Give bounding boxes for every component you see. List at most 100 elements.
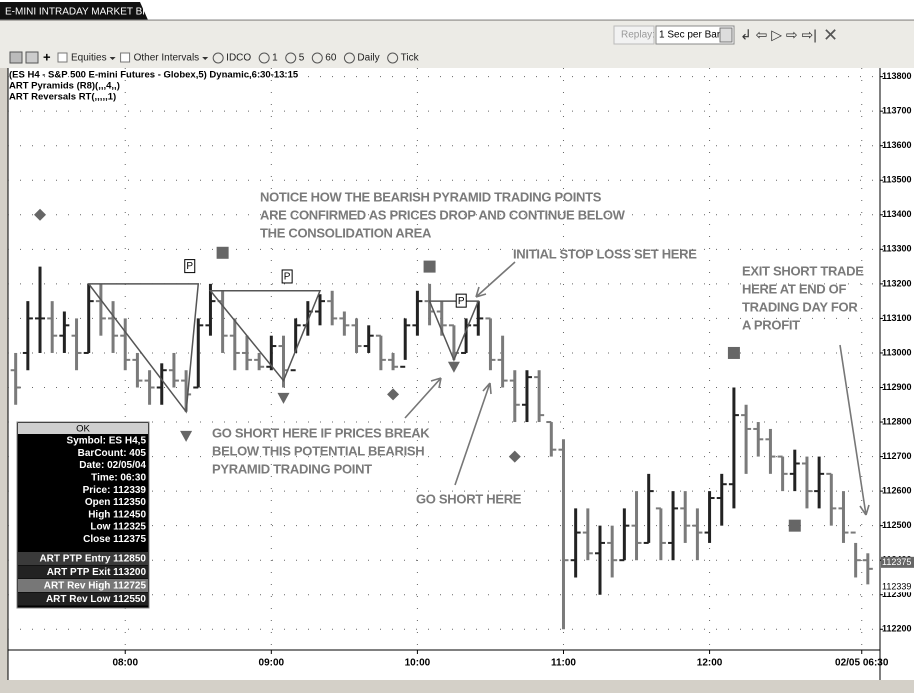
annotation: TRADING DAY FOR bbox=[742, 299, 858, 314]
pyramid-label: P bbox=[186, 261, 193, 272]
toolbar-circle[interactable] bbox=[387, 52, 399, 64]
toolbar bbox=[0, 47, 914, 68]
square-marker bbox=[216, 246, 229, 259]
toolbar-item[interactable]: Equities bbox=[71, 53, 107, 64]
y-tick-label: 112800 bbox=[882, 416, 912, 426]
toolbar-item[interactable]: IDCO bbox=[226, 53, 251, 64]
last-price-label: 112375 bbox=[882, 557, 911, 567]
x-tick-label: 12:00 bbox=[697, 658, 723, 669]
x-tick-label: 10:00 bbox=[405, 658, 431, 669]
x-tick-label: 08:00 bbox=[112, 658, 138, 669]
annotation: A PROFIT bbox=[742, 317, 800, 332]
toolbar-circle[interactable] bbox=[343, 52, 355, 64]
toolbar-item[interactable]: 5 bbox=[299, 53, 305, 64]
tab[interactable] bbox=[0, 2, 148, 20]
panel-title-bg bbox=[18, 423, 148, 434]
toolbar-box[interactable] bbox=[120, 52, 131, 63]
y-tick-label: 112200 bbox=[882, 624, 912, 634]
dropdown-arrow[interactable] bbox=[109, 57, 116, 60]
panel-row: Time: 06:30 bbox=[91, 473, 146, 484]
diamond-marker bbox=[508, 450, 521, 463]
annotation: PYRAMID TRADING POINT bbox=[212, 461, 372, 476]
pyramid-label-box bbox=[281, 269, 293, 284]
toolbar-circle[interactable] bbox=[285, 52, 297, 64]
last-price-label: 112339 bbox=[882, 582, 911, 592]
toolbar-item[interactable]: 1 bbox=[272, 53, 278, 64]
last-price-box bbox=[881, 581, 914, 593]
indicator-row: ART PTP Entry 112850 bbox=[39, 554, 146, 565]
arrow bbox=[475, 261, 516, 298]
panel-row: Open 112350 bbox=[85, 497, 147, 508]
replay-button[interactable] bbox=[613, 25, 655, 45]
panel-title: OK bbox=[76, 424, 90, 435]
chart-header: (ES H4 - S&P 500 E-mini Futures - Globex… bbox=[9, 70, 299, 81]
toolbar-icon[interactable] bbox=[9, 51, 23, 64]
chart-header: ART Pyramids (R8)(,,,4,,) bbox=[9, 81, 120, 92]
indicator-row-bg bbox=[18, 592, 148, 606]
annotation: INITIAL STOP LOSS SET HERE bbox=[513, 246, 697, 261]
panel-row: BarCount: 405 bbox=[78, 448, 147, 459]
chart: 113800 113700 113600 113500 113400 113300 1132… bbox=[8, 68, 914, 669]
triangle-marker bbox=[180, 430, 193, 442]
indicator-row: ART Rev Low 112550 bbox=[46, 594, 146, 605]
y-tick-label: 113700 bbox=[882, 106, 912, 116]
indicator-row-bg bbox=[18, 552, 148, 565]
y-tick-label: 113200 bbox=[882, 278, 912, 288]
toolbar-circle[interactable] bbox=[212, 52, 224, 64]
toolbar-item[interactable]: Daily bbox=[357, 53, 379, 64]
replay-bar bbox=[0, 21, 914, 47]
pyramid-label: P bbox=[284, 272, 291, 283]
panel-row: Low 112325 bbox=[90, 522, 146, 533]
indicator-row: ART PTP Exit 113200 bbox=[47, 567, 147, 578]
replay-controls[interactable]: ↲ ⇦ ▷ ⇨ ⇨| bbox=[740, 27, 817, 43]
y-tick-label: 112700 bbox=[882, 451, 912, 461]
x-tick-label: 11:00 bbox=[551, 658, 576, 669]
y-tick-label: 112600 bbox=[882, 485, 912, 495]
status-bar bbox=[0, 680, 914, 693]
panel-row: Symbol: ES H4,5 bbox=[67, 436, 147, 447]
y-tick-label: 113300 bbox=[882, 244, 912, 254]
toolbar-item[interactable]: Other Intervals bbox=[134, 53, 200, 64]
select-arrow[interactable] bbox=[719, 27, 733, 43]
dropdown-arrow[interactable] bbox=[202, 57, 209, 60]
close-button[interactable]: ✕ bbox=[823, 25, 838, 45]
y-tick-label: 113600 bbox=[882, 140, 912, 150]
toolbar-item[interactable]: Tick bbox=[401, 53, 420, 64]
speed-select[interactable] bbox=[655, 25, 735, 45]
pyramid-label-box bbox=[184, 259, 196, 274]
toolbar-circle[interactable] bbox=[258, 52, 270, 64]
chart-header: ART Reversals RT(,,,,,1) bbox=[9, 92, 116, 103]
x-tick-label: 02/05 06:30 bbox=[835, 658, 889, 669]
arrow bbox=[839, 344, 870, 516]
replay-label: Replay: bbox=[621, 30, 655, 41]
y-tick-label: 113400 bbox=[882, 209, 912, 219]
y-tick-label: 113100 bbox=[882, 313, 912, 323]
toolbar-item[interactable]: 60 bbox=[325, 53, 337, 64]
toolbar-icon[interactable]: + bbox=[43, 49, 51, 64]
diamond-marker bbox=[34, 208, 47, 221]
pyramid bbox=[428, 300, 480, 362]
annotation: HERE AT END OF bbox=[742, 281, 846, 296]
arrow bbox=[454, 382, 492, 486]
y-tick-label: 112500 bbox=[882, 520, 912, 530]
tab-label: E-MINI INTRADAY MARKET BREAK bbox=[5, 7, 170, 18]
annotation: GO SHORT HERE IF PRICES BREAK bbox=[212, 425, 430, 440]
pyramid bbox=[208, 290, 322, 383]
square-marker bbox=[727, 346, 740, 359]
y-tick-label: 112300 bbox=[882, 589, 912, 599]
annotation: GO SHORT HERE bbox=[416, 491, 522, 506]
price-axis-bg bbox=[880, 68, 914, 680]
square-marker bbox=[423, 260, 436, 273]
toolbar-items: + Equities Other Intervals IDCO 1 5 60 Daily Tic… bbox=[9, 49, 420, 64]
toolbar-box[interactable] bbox=[57, 52, 68, 63]
annotation: BELOW THIS POTENTIAL BEARISH bbox=[212, 443, 424, 458]
triangle-marker bbox=[447, 361, 460, 373]
speed-value: 1 Sec per Bar bbox=[659, 30, 721, 41]
last-price-box bbox=[881, 556, 914, 568]
indicator-row-bg bbox=[18, 579, 148, 592]
toolbar-circle[interactable] bbox=[311, 52, 323, 64]
toolbar-icon[interactable] bbox=[25, 51, 39, 64]
panel-row: High 112450 bbox=[88, 509, 146, 520]
